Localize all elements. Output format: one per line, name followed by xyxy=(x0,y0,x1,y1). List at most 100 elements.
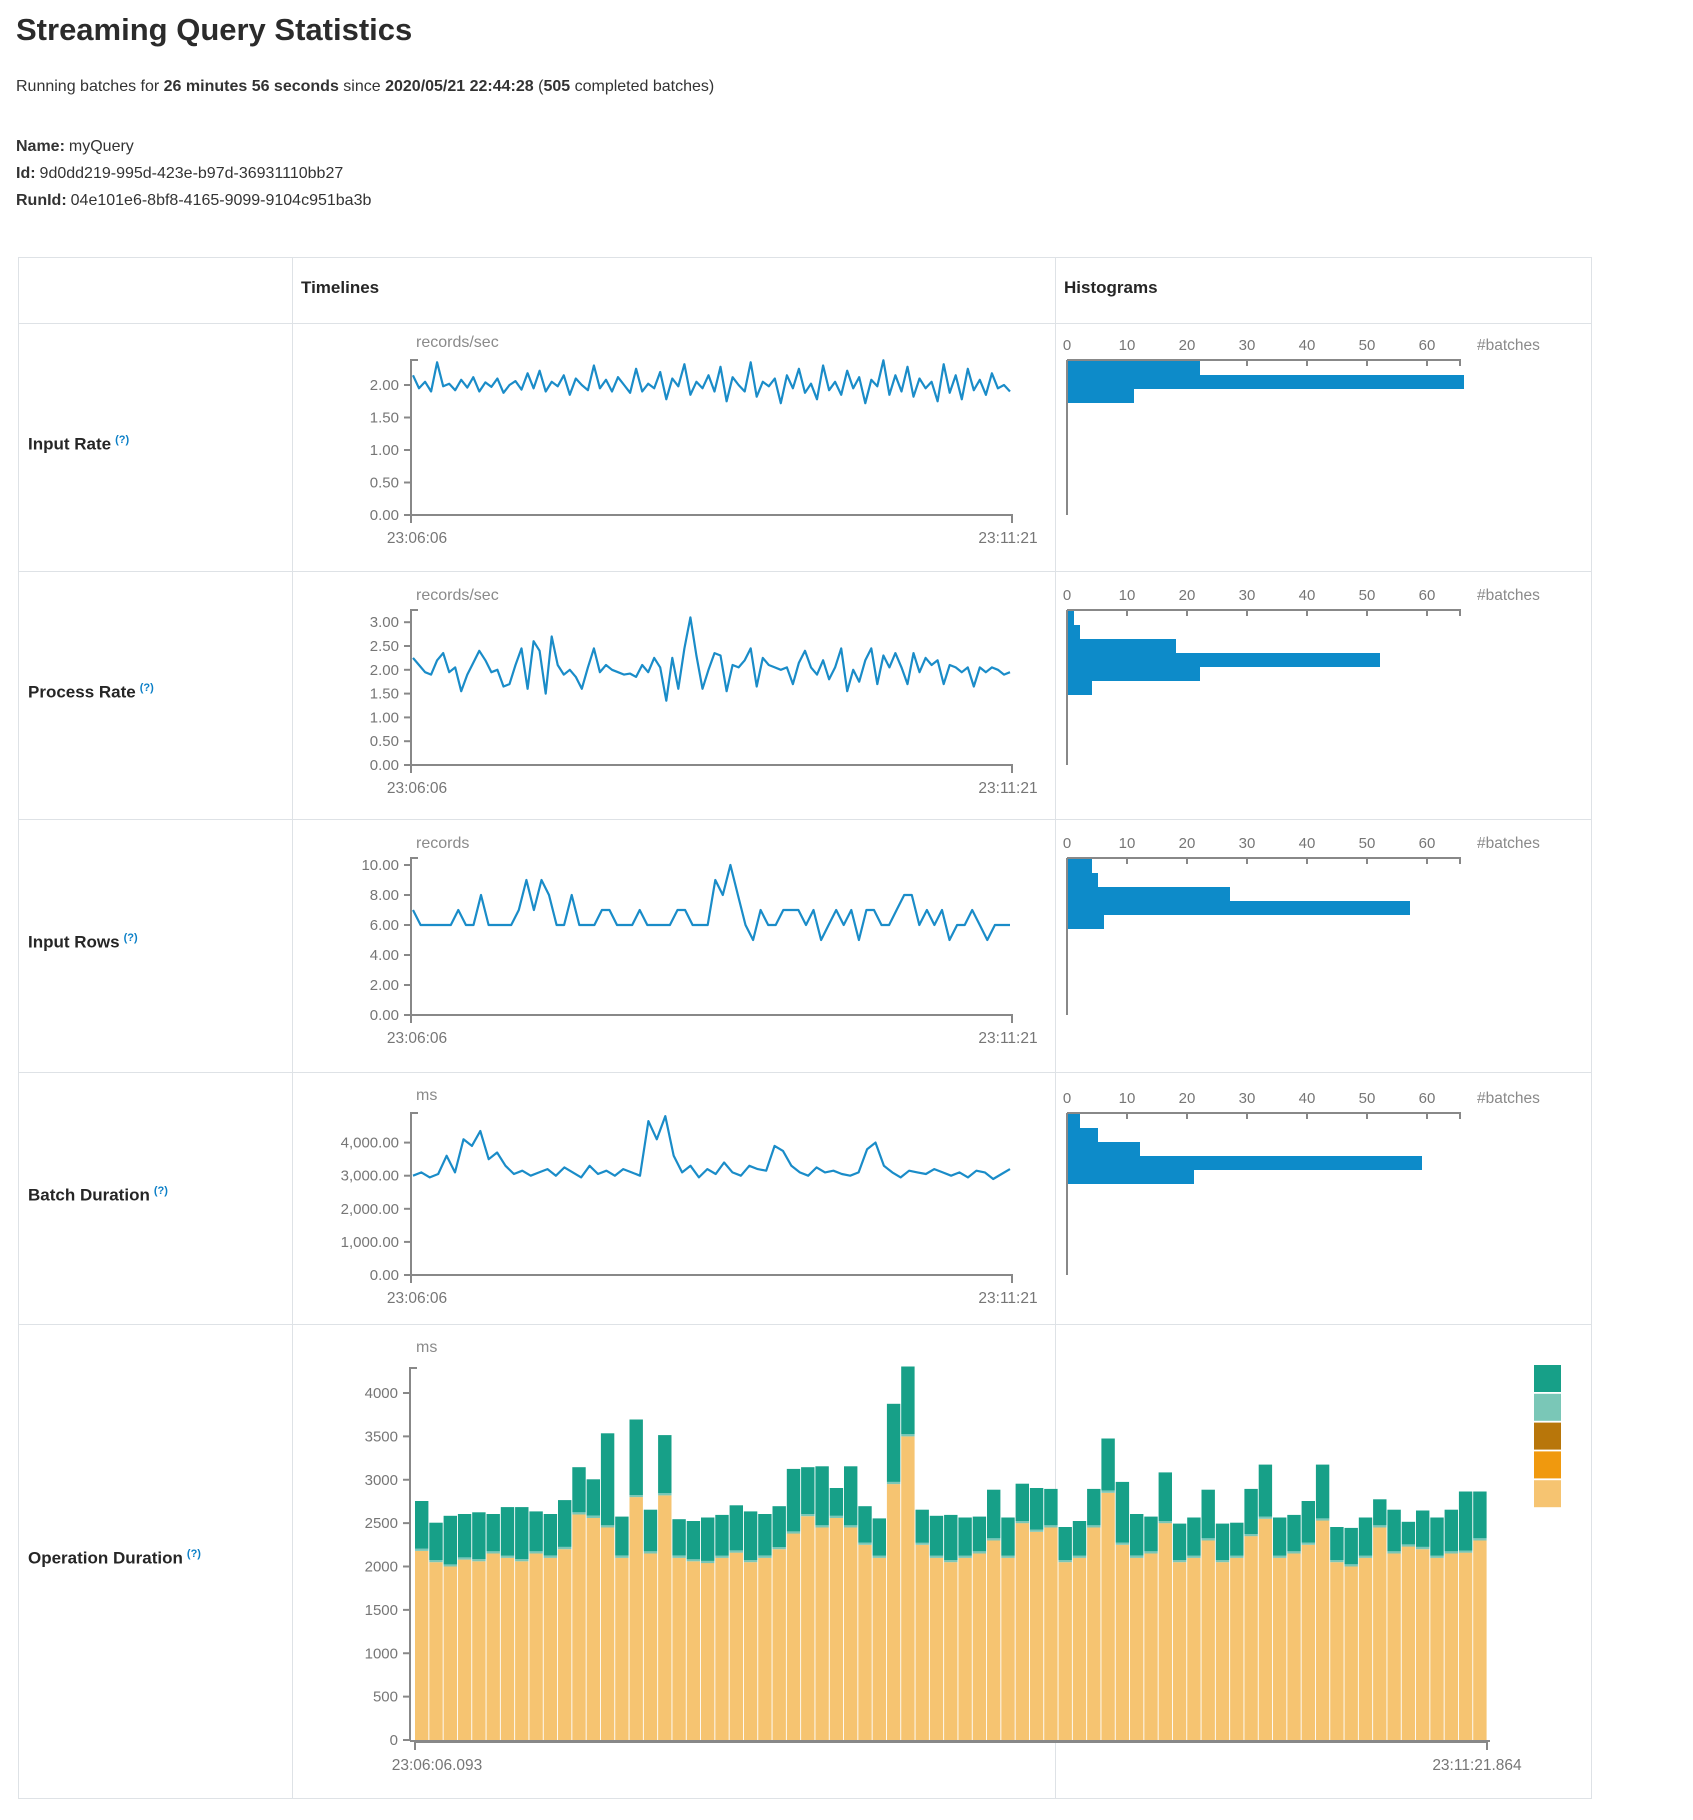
stacked-bar-tan xyxy=(772,1549,786,1740)
stacked-bar-tan xyxy=(600,1527,615,1740)
stacked-bar-sliver xyxy=(1172,1560,1187,1563)
svg-text:0: 0 xyxy=(1063,337,1071,354)
stacked-bar-sliver xyxy=(929,1555,944,1558)
stacked-bar-teal xyxy=(429,1522,443,1560)
stacked-bar-tan xyxy=(629,1497,643,1740)
input-rate-help-icon[interactable]: (?) xyxy=(115,434,130,446)
operation-duration-legend xyxy=(1534,1365,1561,1508)
stacked-bar-tan xyxy=(429,1562,443,1740)
stacked-bar-tan xyxy=(1273,1557,1287,1740)
process-rate-histogram-bar xyxy=(1068,639,1176,653)
row-divider-3 xyxy=(19,1072,1591,1073)
batch-duration-help-icon[interactable]: (?) xyxy=(153,1185,168,1197)
stacked-bar-sliver xyxy=(615,1555,629,1558)
stacked-bar-tan xyxy=(1358,1557,1373,1740)
row-label-input-rows: Input Rows (?) xyxy=(28,932,138,952)
stacked-bar-tan xyxy=(515,1561,529,1740)
stacked-bar-tan xyxy=(586,1517,600,1740)
stacked-bar-teal xyxy=(1287,1514,1301,1552)
stacked-bar-tan xyxy=(1087,1527,1101,1740)
stacked-bar-tan xyxy=(472,1561,486,1740)
svg-text:#batches: #batches xyxy=(1477,337,1540,354)
svg-text:20: 20 xyxy=(1179,587,1196,604)
query-id-value: 9d0dd219-995d-423e-b97d-36931110bb27 xyxy=(39,165,344,182)
svg-text:40: 40 xyxy=(1299,587,1316,604)
stacked-bar-tan xyxy=(815,1527,829,1740)
stacked-bar-teal xyxy=(1058,1527,1072,1560)
batch-duration-histogram-bar xyxy=(1068,1114,1080,1128)
svg-text:0.00: 0.00 xyxy=(370,507,399,524)
stacked-bar-tan xyxy=(1072,1557,1087,1740)
stacked-bar-tan xyxy=(658,1495,672,1740)
query-id-line: Id: 9d0dd219-995d-423e-b97d-36931110bb27 xyxy=(16,165,343,183)
stacked-bar-sliver xyxy=(915,1542,929,1545)
query-name-line: Name: myQuery xyxy=(16,138,134,156)
stacked-bar-tan xyxy=(486,1553,500,1740)
query-name-value: myQuery xyxy=(68,138,134,155)
stacked-bar-sliver xyxy=(586,1515,600,1518)
stacked-bar-teal xyxy=(1087,1488,1101,1526)
svg-text:50: 50 xyxy=(1359,587,1376,604)
stacked-bar-sliver xyxy=(1215,1560,1230,1563)
svg-text:10: 10 xyxy=(1119,337,1136,354)
stacked-bar-sliver xyxy=(944,1560,958,1563)
stacked-bar-sliver xyxy=(486,1551,500,1554)
stacked-bar-sliver xyxy=(1430,1555,1444,1558)
stacked-bar-teal xyxy=(415,1501,429,1549)
row-divider-4 xyxy=(19,1324,1591,1325)
svg-text:23:11:21.864: 23:11:21.864 xyxy=(1432,1757,1522,1774)
stacked-bar-sliver xyxy=(600,1525,615,1528)
stacked-bar-teal xyxy=(1029,1488,1044,1530)
stacked-bar-teal xyxy=(1230,1522,1244,1556)
svg-text:1,000.00: 1,000.00 xyxy=(341,1234,399,1251)
legend-swatch-0 xyxy=(1534,1365,1561,1392)
stacked-bar-teal xyxy=(729,1505,743,1551)
stacked-bar-tan xyxy=(543,1557,558,1740)
stacked-bar-teal xyxy=(715,1514,729,1556)
stacked-bar-teal xyxy=(1001,1517,1015,1556)
stacked-bar-teal xyxy=(1130,1514,1144,1556)
svg-text:0.00: 0.00 xyxy=(370,1007,399,1024)
stacked-bar-sliver xyxy=(1244,1534,1258,1537)
query-runid-value: 04e101e6-8bf8-4165-9099-9104c951ba3b xyxy=(70,192,372,209)
svg-text:2.50: 2.50 xyxy=(370,638,399,655)
svg-text:10: 10 xyxy=(1119,1090,1136,1107)
stacked-bar-sliver xyxy=(1029,1529,1044,1532)
stacked-bar-tan xyxy=(415,1550,429,1740)
stacked-bar-sliver xyxy=(1187,1555,1201,1558)
stacked-bar-sliver xyxy=(1158,1521,1172,1524)
svg-text:0: 0 xyxy=(390,1732,398,1749)
stacked-bar-teal xyxy=(586,1479,600,1516)
svg-text:30: 30 xyxy=(1239,337,1256,354)
stacked-bar-teal xyxy=(801,1467,815,1514)
svg-text:2.00: 2.00 xyxy=(370,662,399,679)
input-rate-timeline-line xyxy=(412,359,1011,405)
stacked-bar-sliver xyxy=(429,1560,443,1563)
stacked-bar-tan xyxy=(858,1544,872,1740)
batch-duration-histogram-bar xyxy=(1068,1142,1140,1156)
svg-text:30: 30 xyxy=(1239,587,1256,604)
stacked-bar-teal xyxy=(1044,1488,1058,1526)
svg-text:1000: 1000 xyxy=(365,1645,398,1662)
stacked-bar-tan xyxy=(686,1561,701,1740)
svg-text:1.00: 1.00 xyxy=(370,709,399,726)
process-rate-help-icon[interactable]: (?) xyxy=(139,682,154,694)
svg-text:23:11:21: 23:11:21 xyxy=(978,780,1037,797)
stacked-bar-tan xyxy=(558,1549,572,1740)
operation-duration-help-icon[interactable]: (?) xyxy=(186,1548,201,1560)
stacked-bar-teal xyxy=(886,1403,901,1482)
stacked-bar-tan xyxy=(786,1533,801,1740)
stacked-bar-teal xyxy=(929,1515,944,1556)
stacked-bar-tan xyxy=(1287,1553,1301,1740)
stacked-bar-sliver xyxy=(1458,1550,1473,1553)
input-rows-help-icon[interactable]: (?) xyxy=(123,932,138,944)
stacked-bar-teal xyxy=(658,1435,672,1494)
stacked-bar-sliver xyxy=(1015,1521,1029,1524)
svg-text:3500: 3500 xyxy=(365,1428,398,1445)
svg-text:8.00: 8.00 xyxy=(370,887,399,904)
stacked-bar-sliver xyxy=(1130,1555,1144,1558)
stacked-bar-tan xyxy=(729,1552,743,1740)
svg-text:4000: 4000 xyxy=(365,1385,398,1402)
stacked-bar-tan xyxy=(529,1553,543,1740)
batch-duration-timeline: ms 0.00 1,000.00 2,000.00 3,000.00 4,000.00 23… xyxy=(341,1087,1038,1307)
